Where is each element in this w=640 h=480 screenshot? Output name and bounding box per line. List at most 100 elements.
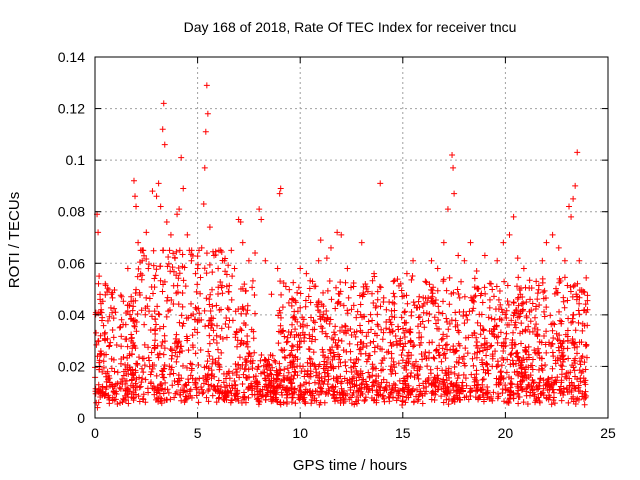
data-point [189, 332, 196, 339]
data-point [546, 384, 553, 391]
data-point [473, 268, 480, 275]
data-point [375, 372, 382, 379]
data-point [400, 385, 407, 392]
data-point [150, 262, 157, 269]
data-point [139, 257, 146, 264]
data-point [522, 346, 529, 353]
data-point [419, 400, 426, 407]
data-point [401, 365, 408, 372]
data-point [276, 360, 283, 367]
data-point [380, 299, 387, 306]
data-point [352, 333, 359, 340]
data-point [405, 349, 412, 356]
data-point [459, 388, 466, 395]
data-point [509, 357, 516, 364]
data-point [163, 313, 170, 320]
data-point [558, 320, 565, 327]
data-point [439, 310, 446, 317]
data-point [571, 367, 578, 374]
data-point [180, 277, 187, 284]
data-point [180, 320, 187, 327]
data-point [130, 342, 137, 349]
data-point [517, 381, 524, 388]
data-point [381, 355, 388, 362]
data-point [118, 333, 125, 340]
data-point [518, 357, 525, 364]
data-point [417, 388, 424, 395]
data-point [306, 335, 313, 342]
data-point [398, 287, 405, 294]
data-point [515, 274, 522, 281]
data-point [311, 319, 318, 326]
data-point [357, 311, 364, 318]
data-point [579, 327, 586, 334]
data-point [290, 358, 297, 365]
data-point [493, 283, 500, 290]
data-point [341, 329, 348, 336]
data-point [245, 394, 252, 401]
data-point [219, 335, 226, 342]
data-point [204, 110, 211, 117]
data-point [151, 391, 158, 398]
data-point [296, 387, 303, 394]
data-point [435, 375, 442, 382]
data-point [527, 296, 534, 303]
data-point [277, 381, 284, 388]
data-point [508, 317, 515, 324]
data-point [541, 333, 548, 340]
data-point [570, 283, 577, 290]
data-point [426, 349, 433, 356]
data-point [484, 390, 491, 397]
data-point [362, 378, 369, 385]
data-point [398, 352, 405, 359]
data-point [474, 319, 481, 326]
data-point [239, 380, 246, 387]
data-point [161, 361, 168, 368]
data-point [450, 396, 457, 403]
y-tick-label: 0.12 [58, 101, 85, 117]
data-point [358, 239, 365, 246]
data-point [279, 304, 286, 311]
data-point [450, 387, 457, 394]
data-point [425, 317, 432, 324]
data-point [261, 369, 268, 376]
data-point [297, 383, 304, 390]
data-point [274, 376, 281, 383]
data-point [215, 265, 222, 272]
data-point [488, 315, 495, 322]
data-point [474, 387, 481, 394]
data-point [258, 370, 265, 377]
data-point [478, 290, 485, 297]
data-point [148, 379, 155, 386]
data-point [315, 299, 322, 306]
data-point [489, 286, 496, 293]
data-point [205, 348, 212, 355]
data-point [146, 295, 153, 302]
data-point [159, 368, 166, 375]
data-point [581, 359, 588, 366]
data-point [218, 306, 225, 313]
data-point [361, 313, 368, 320]
data-point [252, 249, 259, 256]
data-point [325, 385, 332, 392]
data-point [500, 239, 507, 246]
data-point [104, 289, 111, 296]
data-point [380, 395, 387, 402]
data-point [208, 375, 215, 382]
data-point [473, 377, 480, 384]
data-point [531, 314, 538, 321]
data-point [198, 244, 205, 251]
data-point [336, 389, 343, 396]
data-point [583, 342, 590, 349]
data-point [346, 340, 353, 347]
data-point [474, 285, 481, 292]
data-point [451, 363, 458, 370]
data-point [135, 239, 142, 246]
data-point [479, 376, 486, 383]
data-point [464, 316, 471, 323]
data-point [470, 298, 477, 305]
data-point [225, 306, 232, 313]
data-point [124, 343, 131, 350]
data-point [320, 303, 327, 310]
data-point [488, 342, 495, 349]
